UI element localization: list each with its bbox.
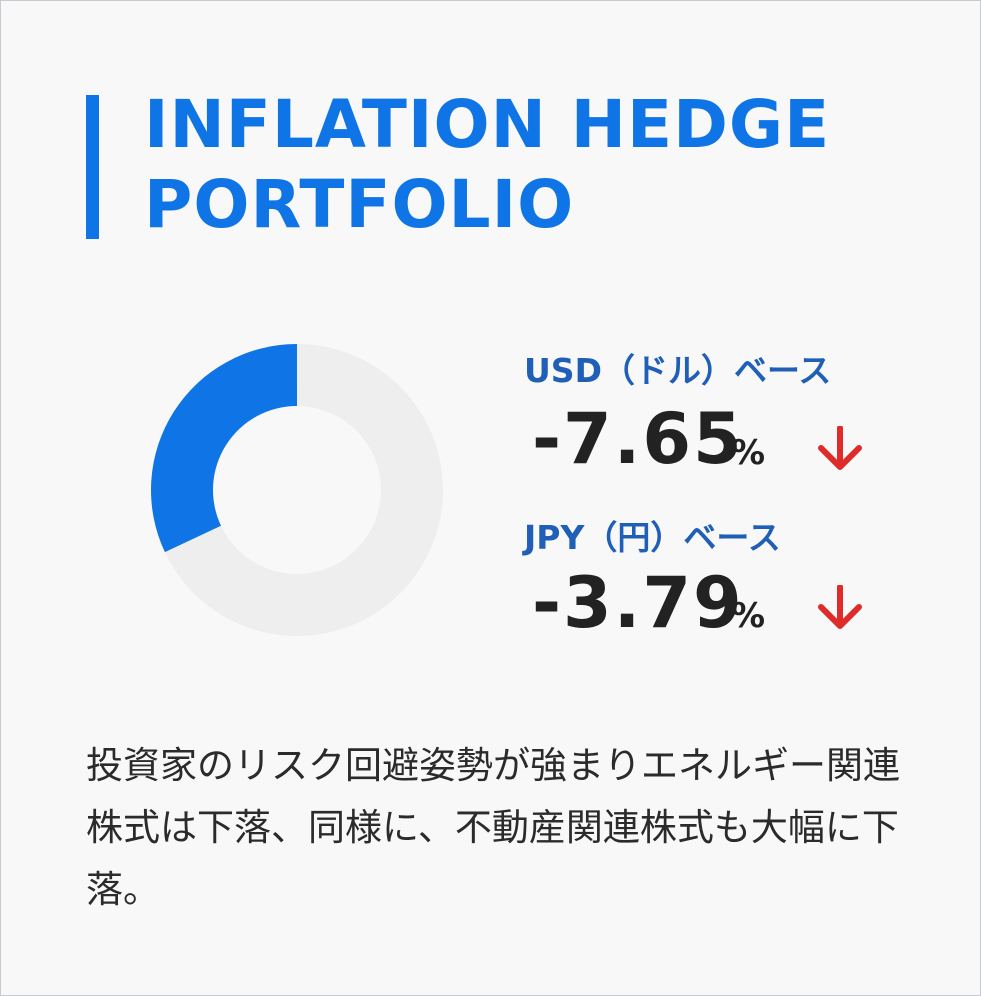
donut-segment-highlight bbox=[151, 344, 297, 553]
stat-label-jpy: JPY（円）ベース bbox=[524, 518, 781, 557]
down-arrow-icon bbox=[818, 585, 862, 629]
stat-unit-jpy: % bbox=[731, 596, 766, 636]
down-arrow-icon bbox=[818, 426, 862, 470]
donut-segment-rest bbox=[164, 344, 443, 636]
stat-value-jpy: -3.79 bbox=[532, 562, 744, 644]
stat-value-usd: -7.65 bbox=[532, 398, 744, 480]
donut-chart bbox=[151, 344, 443, 636]
stat-label-usd: USD（ドル）ベース bbox=[524, 351, 832, 390]
title-line-1: INFLATION HEDGE bbox=[144, 86, 831, 163]
description-text: 投資家のリスク回避姿勢が強まりエネルギー関連株式は下落、同様に、不動産関連株式も… bbox=[86, 744, 900, 911]
title-accent-bar bbox=[86, 95, 99, 239]
stat-unit-usd: % bbox=[731, 433, 766, 473]
title-line-2: PORTFOLIO bbox=[144, 166, 575, 243]
page-title: INFLATION HEDGE PORTFOLIO bbox=[144, 85, 830, 245]
